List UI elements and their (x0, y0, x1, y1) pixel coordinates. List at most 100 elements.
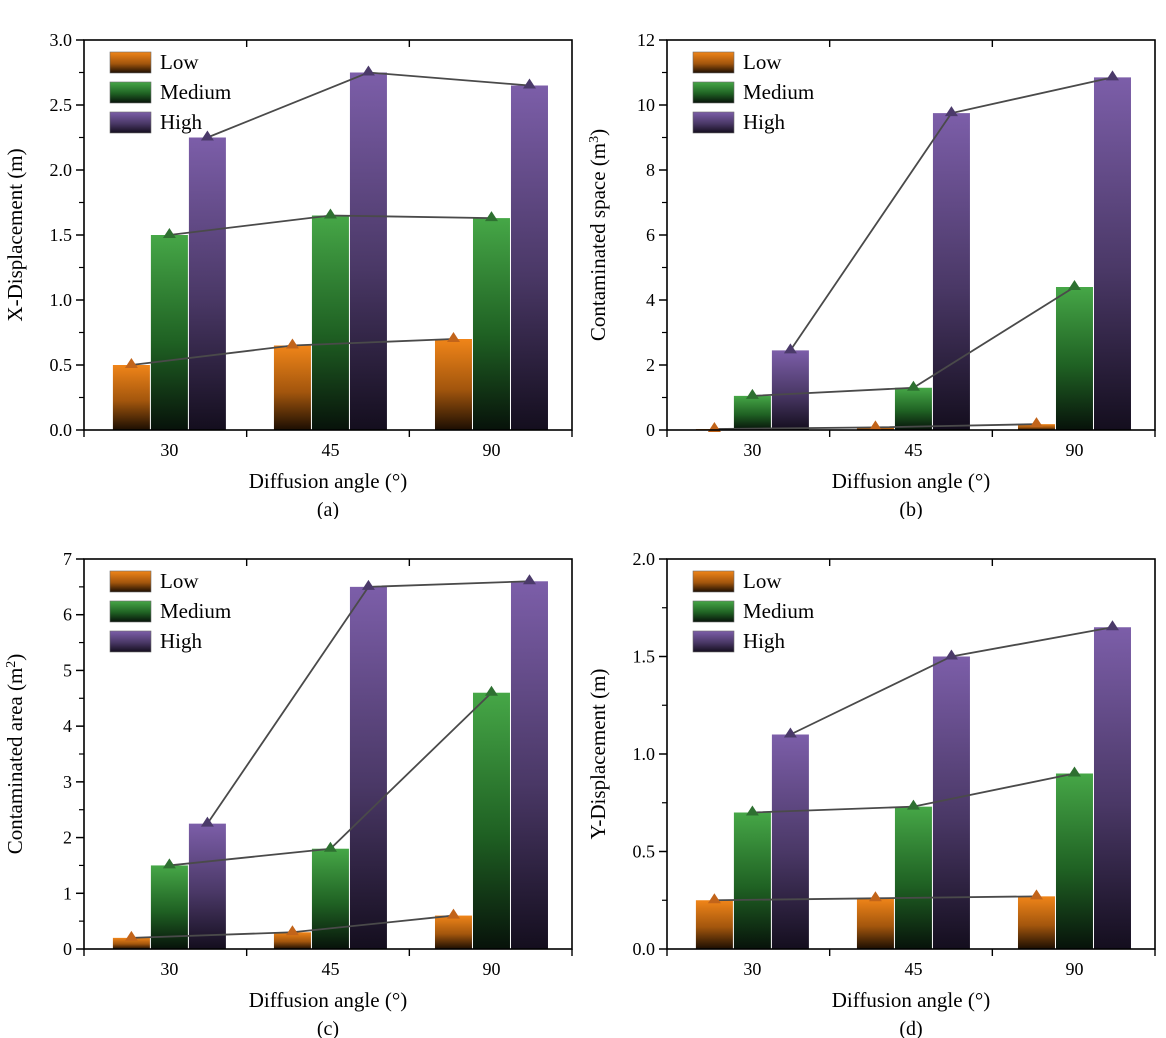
marker-medium-30 (745, 388, 759, 399)
marker-low-45 (868, 420, 882, 431)
y-tick-label: 1.0 (633, 744, 656, 764)
bar-medium-90 (472, 692, 510, 949)
y-tick-label: 0.0 (50, 420, 73, 440)
legend-label-medium: Medium (743, 80, 814, 104)
bar-high-45 (349, 586, 387, 949)
marker-medium-45 (906, 799, 920, 810)
legend-swatch-high (692, 630, 735, 653)
marker-high-45 (944, 106, 958, 117)
y-tick-label: 3 (63, 772, 72, 792)
y-tick-label: 12 (637, 30, 655, 50)
y-tick-label: 1 (63, 883, 72, 903)
marker-medium-30 (162, 858, 176, 869)
x-axis-ticks (83, 40, 573, 437)
bar-high-30 (771, 350, 809, 430)
legend-label-low: Low (160, 569, 199, 593)
legend: Low Medium High (692, 569, 814, 653)
y-axis: 0.0 0.5 1.0 1.5 2.0 (633, 549, 667, 959)
bar-medium-45 (311, 215, 349, 430)
y-tick-label: 10 (637, 95, 655, 115)
marker-medium-90 (1067, 280, 1081, 290)
marker-low-30 (124, 358, 138, 368)
legend-swatch-low (692, 570, 735, 593)
legend-label-high: High (743, 110, 786, 134)
chart-panel-a: 0.0 0.5 1.0 1.5 2.0 2.5 3.0 30 45 90 Diffusion ang… (0, 0, 583, 519)
legend-label-medium: Medium (160, 599, 231, 623)
x-axis-label: Diffusion angle (°) (249, 469, 407, 493)
x-tick-label: 30 (160, 440, 178, 460)
marker-low-45 (285, 338, 299, 349)
y-tick-label: 0 (646, 420, 655, 440)
x-axis-label: Diffusion angle (°) (832, 988, 990, 1012)
chart-b: 0 2 4 6 8 10 12 30 45 90 Diffusion angle (°) (b) Con… (586, 30, 1156, 519)
marker-low-30 (707, 893, 721, 904)
legend-swatch-low (109, 51, 152, 74)
y-tick-label: 5 (63, 660, 72, 680)
panel-label: (d) (899, 1018, 922, 1038)
x-tick-label: 30 (160, 959, 178, 979)
y-axis-label: X-Displacement (m) (3, 148, 27, 321)
y-tick-label: 1.5 (633, 647, 656, 667)
plot-frame (666, 39, 1156, 431)
bar-low-30 (112, 365, 150, 430)
bars (112, 581, 548, 949)
legend-swatch-low (109, 570, 152, 593)
chart-d: 0.0 0.5 1.0 1.5 2.0 30 45 90 Diffusion angle (°)… (586, 549, 1156, 1038)
y-tick-label: 2 (646, 355, 655, 375)
x-axis-ticks (83, 559, 573, 956)
x-tick-label: 45 (321, 440, 339, 460)
x-tick-label: 90 (482, 440, 500, 460)
legend: Low Medium High (109, 50, 231, 134)
bar-medium-30 (733, 812, 771, 949)
y-axis-label: Contaminated space (m3) (586, 129, 610, 341)
panel-label: (c) (317, 1018, 339, 1038)
bar-medium-90 (472, 218, 510, 430)
marker-medium-30 (745, 805, 759, 816)
bar-medium-30 (150, 235, 188, 430)
legend-label-medium: Medium (160, 80, 231, 104)
marker-high-90 (522, 574, 536, 585)
legend-swatch-high (692, 111, 735, 134)
bar-high-30 (188, 823, 226, 949)
marker-medium-90 (1067, 766, 1081, 777)
y-tick-label: 0 (63, 939, 72, 959)
marker-high-45 (361, 579, 375, 590)
bar-high-45 (932, 113, 970, 430)
x-tick-label: 45 (904, 959, 922, 979)
bar-high-30 (188, 137, 226, 430)
legend-label-low: Low (743, 50, 782, 74)
bar-low-30 (112, 937, 150, 949)
marker-medium-45 (323, 208, 337, 219)
bar-high-90 (1093, 77, 1131, 430)
bars (695, 77, 1131, 430)
y-tick-label: 1.0 (50, 290, 73, 310)
legend-swatch-high (109, 111, 152, 134)
panel-label: (a) (317, 499, 339, 519)
y-tick-label: 8 (646, 160, 655, 180)
marker-high-30 (200, 130, 214, 141)
chart-panel-c: 0 1 2 3 4 5 6 7 30 45 90 Diffusion angle (°) (c) Cont… (0, 519, 583, 1038)
legend: Low Medium High (692, 50, 814, 134)
marker-low-90 (1029, 417, 1043, 428)
marker-low-90 (446, 332, 460, 342)
bar-high-90 (510, 85, 548, 430)
y-tick-label: 4 (63, 716, 72, 736)
bar-low-90 (434, 915, 472, 949)
marker-low-90 (1029, 889, 1043, 900)
chart-panel-d: 0.0 0.5 1.0 1.5 2.0 30 45 90 Diffusion angle (°)… (583, 519, 1166, 1038)
x-tick-label: 30 (743, 959, 761, 979)
bar-medium-45 (894, 387, 932, 430)
marker-low-45 (868, 891, 882, 902)
chart-a: 0.0 0.5 1.0 1.5 2.0 2.5 3.0 30 45 90 Diffusion ang… (3, 30, 573, 519)
y-tick-label: 2.0 (50, 160, 73, 180)
plot-frame (83, 39, 573, 431)
bar-medium-30 (733, 395, 771, 430)
chart-panel-b: 0 2 4 6 8 10 12 30 45 90 Diffusion angle (°) (b) Con… (583, 0, 1166, 519)
marker-medium-30 (162, 228, 176, 238)
plot-frame (666, 558, 1156, 950)
bar-medium-30 (150, 865, 188, 949)
legend-swatch-medium (109, 600, 152, 623)
marker-medium-90 (484, 685, 498, 696)
bar-medium-90 (1055, 287, 1093, 430)
bar-medium-45 (311, 848, 349, 949)
